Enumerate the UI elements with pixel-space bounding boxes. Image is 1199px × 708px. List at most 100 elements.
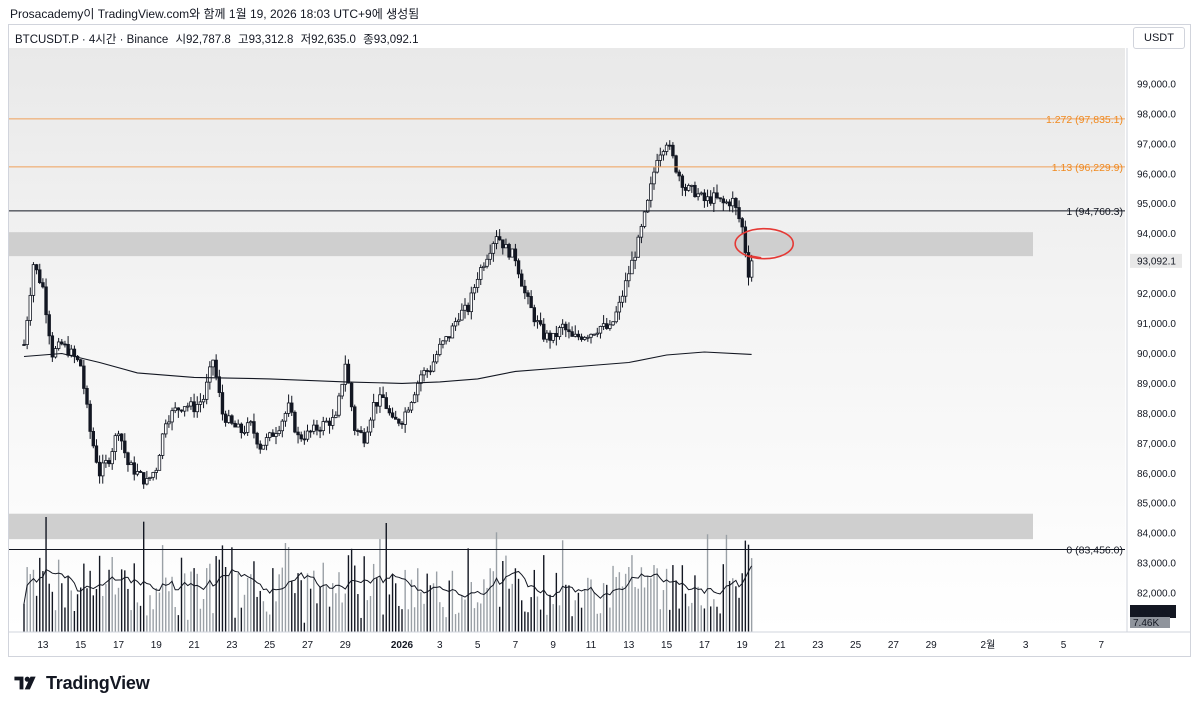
x-tick-label: 15 (661, 640, 673, 651)
close-value: 종93,092.1 (363, 34, 419, 46)
candle (400, 420, 404, 429)
candle (491, 241, 496, 262)
candle (564, 321, 568, 338)
candle (614, 306, 618, 324)
fib-label-1.13: 1.13 (96,229.9) (1052, 162, 1123, 174)
candle (538, 312, 543, 327)
candle (652, 167, 656, 190)
candle (315, 420, 319, 436)
candle (101, 454, 105, 484)
candle (164, 419, 168, 438)
candle (434, 350, 439, 364)
candle (368, 417, 373, 436)
candle (664, 142, 669, 156)
candle (211, 359, 215, 376)
candle (431, 354, 436, 373)
annotation-tail (749, 254, 762, 259)
candle (501, 239, 505, 255)
candle (412, 391, 417, 404)
candle (724, 199, 729, 205)
y-tick-label: 88,000.0 (1137, 409, 1176, 420)
volume-label-primary: 11.77K (1137, 607, 1168, 618)
candle (601, 315, 606, 331)
x-tick-label: 23 (812, 640, 824, 651)
candle (428, 365, 433, 376)
candle (749, 254, 754, 282)
candle (526, 290, 530, 305)
candle (397, 418, 401, 427)
candle (690, 184, 694, 193)
candle (731, 191, 735, 213)
candle (249, 419, 253, 426)
y-tick-label: 92,000.0 (1137, 289, 1176, 300)
candle (167, 415, 171, 428)
y-tick-label: 83,000.0 (1137, 559, 1176, 570)
candle (154, 467, 158, 480)
x-tick-label: 29 (926, 640, 938, 651)
candle (176, 407, 181, 418)
candle (702, 189, 707, 208)
candle (639, 223, 644, 244)
candle (220, 384, 225, 421)
candle (683, 183, 688, 197)
candle (686, 183, 691, 192)
candle (189, 397, 193, 410)
candle (148, 476, 152, 482)
candle (343, 355, 347, 392)
candle (611, 321, 615, 326)
candle (475, 272, 480, 293)
candle (507, 242, 511, 260)
candle (504, 238, 508, 249)
candle (50, 332, 55, 362)
x-tick-label: 2월 (981, 639, 996, 651)
candle (371, 393, 376, 428)
x-tick-label: 25 (264, 640, 276, 651)
candle (438, 338, 442, 357)
candle (709, 190, 713, 206)
candle (22, 339, 26, 346)
candle (743, 220, 748, 258)
candle (97, 455, 102, 484)
candle (570, 326, 574, 337)
x-tick-label: 9 (550, 640, 556, 651)
time-axis[interactable]: 13 15 17 19 21 23 25 27 29 2026 3 5 7 9 11 13 15 17 19 21 23… (37, 639, 1104, 651)
candle (318, 426, 322, 439)
candle (403, 407, 407, 433)
candle (25, 316, 29, 350)
candle (53, 346, 58, 359)
price-axis[interactable]: 82,000.0 83,000.0 84,000.0 85,000.0 86,000.0… (1137, 79, 1176, 599)
candle (560, 319, 565, 335)
candle (718, 197, 722, 202)
y-tick-label: 89,000.0 (1137, 379, 1176, 390)
candle (305, 424, 310, 442)
candle (277, 425, 281, 437)
candle (623, 272, 628, 303)
candle (173, 402, 177, 414)
candle (655, 153, 659, 174)
x-tick-label: 2026 (391, 640, 414, 651)
candle (223, 410, 228, 427)
candle (195, 396, 199, 418)
candle (712, 187, 716, 213)
candle (252, 413, 256, 439)
candle (56, 337, 61, 351)
candle (107, 457, 111, 467)
candle (47, 310, 51, 345)
candle (245, 417, 250, 436)
candle (119, 433, 124, 450)
candle (239, 422, 244, 439)
x-tick-label: 19 (151, 640, 163, 651)
currency-button[interactable]: USDT (1133, 27, 1185, 49)
chart-frame (8, 24, 1191, 657)
annotation-circle[interactable] (734, 227, 795, 260)
x-tick-label: 13 (37, 640, 49, 651)
candle (375, 402, 379, 414)
y-tick-label: 86,000.0 (1137, 469, 1176, 480)
candle (104, 454, 108, 468)
candle (450, 323, 455, 339)
candle (671, 142, 675, 159)
x-tick-label: 3 (437, 640, 443, 651)
candle (734, 197, 738, 216)
candle (217, 369, 221, 398)
